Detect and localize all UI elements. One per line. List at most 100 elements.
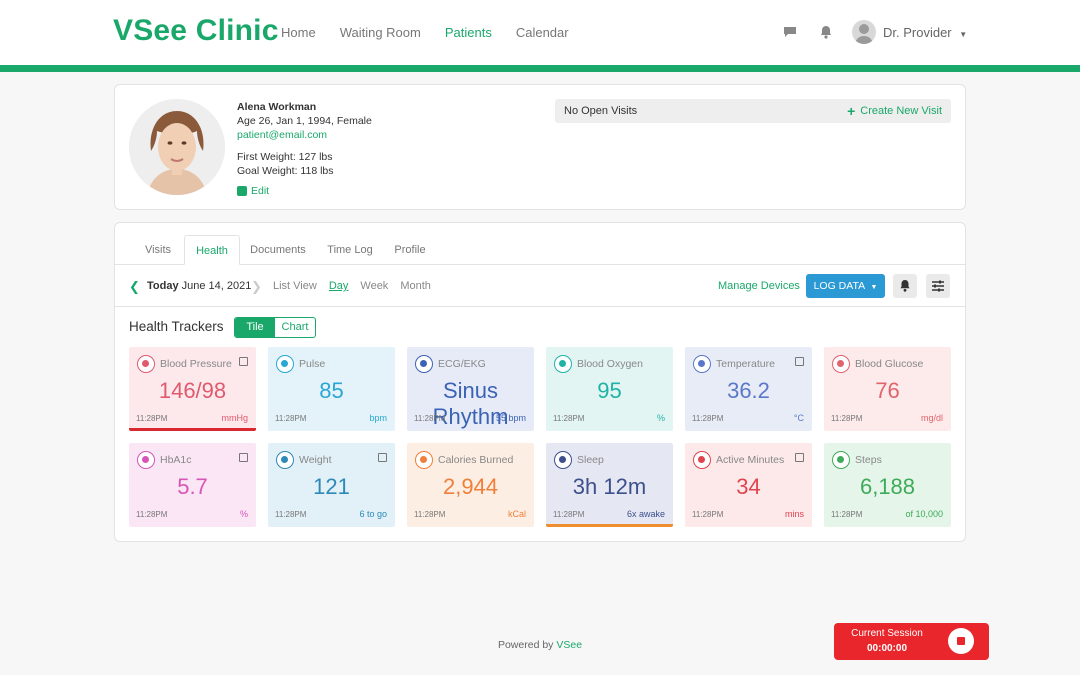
manage-devices-link[interactable]: Manage Devices — [718, 280, 800, 292]
health-panel: Visits Health Documents Time Log Profile… — [114, 222, 966, 542]
tile-unit: mg/dl — [920, 413, 943, 423]
toggle-chart[interactable]: Chart — [281, 321, 309, 333]
stop-icon[interactable] — [948, 628, 974, 654]
tracker-tile-steps[interactable]: Steps 6,188 11:28PM of 10,000 — [824, 443, 951, 527]
nav-home[interactable]: Home — [281, 25, 316, 40]
tracker-tile-temperature[interactable]: Temperature 36.2 11:28PM °C — [685, 347, 812, 431]
current-session-widget[interactable]: Current Session 00:00:00 — [834, 623, 989, 660]
tile-value: 95 — [597, 378, 622, 403]
sliders-icon — [932, 280, 944, 292]
bell-icon[interactable] — [820, 25, 832, 39]
patient-info: Alena Workman Age 26, Jan 1, 1994, Femal… — [237, 100, 372, 198]
caret-down-icon: ▼ — [959, 30, 968, 39]
view-list[interactable]: List View — [273, 280, 317, 292]
tile-label: Blood Glucose — [855, 358, 924, 370]
date-value: June 14, 2021 — [181, 280, 252, 292]
tile-unit: % — [656, 413, 665, 423]
tile-label: Calories Burned — [438, 454, 514, 466]
nav-patients[interactable]: Patients — [444, 25, 492, 40]
health-toolbar: ❮ Today June 14, 2021 ❯ List View Day We… — [115, 265, 965, 307]
tracker-tile-active-minutes[interactable]: Active Minutes 34 11:28PM mins — [685, 443, 812, 527]
tab-profile[interactable]: Profile — [394, 244, 426, 256]
edit-icon[interactable] — [239, 357, 248, 366]
tracker-tile-sleep[interactable]: Sleep 3h 12m 11:28PM 6x awake — [546, 443, 673, 527]
tile-time: 11:28PM — [414, 414, 446, 423]
oxygen-icon — [554, 355, 572, 373]
view-month[interactable]: Month — [400, 280, 431, 292]
plus-icon: + — [847, 102, 856, 119]
nav-calendar[interactable]: Calendar — [515, 25, 569, 40]
patient-tabs: Visits Health Documents Time Log Profile — [115, 223, 965, 265]
view-switcher: List View Day Week Month — [273, 280, 431, 292]
footer-brand-link[interactable]: VSee — [556, 639, 583, 651]
edit-icon — [237, 186, 247, 196]
tile-unit: 6 to go — [359, 509, 387, 519]
tile-time: 11:28PM — [553, 510, 585, 519]
health-trackers-title: Health Trackers — [129, 319, 224, 334]
view-day[interactable]: Day — [328, 280, 349, 292]
create-new-visit-button[interactable]: + Create New Visit — [847, 102, 942, 119]
moon-icon — [554, 451, 572, 469]
log-data-button[interactable]: LOG DATA ▼ — [806, 274, 885, 298]
edit-icon[interactable] — [239, 453, 248, 462]
tile-label: Weight — [299, 454, 332, 466]
glucose-icon — [832, 355, 850, 373]
activity-icon — [693, 451, 711, 469]
patient-name: Alena Workman — [237, 101, 317, 113]
tab-time-log[interactable]: Time Log — [327, 244, 373, 256]
tile-unit: of 10,000 — [905, 509, 943, 519]
tile-status-bar — [546, 524, 673, 527]
tile-label: Blood Oxygen — [577, 358, 643, 370]
tracker-tile-pulse[interactable]: Pulse 85 11:28PM bpm — [268, 347, 395, 431]
powered-by-label: Powered by — [497, 639, 554, 651]
tile-value: 5.7 — [177, 474, 208, 499]
tile-status-bar — [129, 428, 256, 431]
tracker-tile-blood-oxygen[interactable]: Blood Oxygen 95 11:28PM% — [546, 347, 673, 431]
chevron-right-icon[interactable]: ❯ — [251, 279, 262, 294]
patient-summary-card: Alena Workman Age 26, Jan 1, 1994, Femal… — [114, 84, 966, 210]
edit-icon[interactable] — [378, 453, 387, 462]
tile-time: 11:28PM — [831, 510, 863, 519]
flame-icon — [415, 451, 433, 469]
tile-label: Active Minutes — [716, 454, 785, 466]
tracker-tile-weight[interactable]: Weight 121 11:28PM 6 to go — [268, 443, 395, 527]
tile-value: 146/98 — [158, 378, 227, 403]
toggle-tile[interactable]: Tile — [235, 318, 275, 337]
edit-icon[interactable] — [795, 357, 804, 366]
tile-label: Blood Pressure — [160, 358, 232, 370]
brand-logo[interactable]: VSee Clinic — [113, 14, 279, 47]
filter-settings-button[interactable] — [926, 274, 950, 298]
tab-documents[interactable]: Documents — [250, 244, 306, 256]
chat-icon[interactable] — [783, 26, 797, 38]
chevron-left-icon[interactable]: ❮ — [129, 279, 140, 294]
tab-health[interactable]: Health — [184, 235, 240, 265]
alerts-button[interactable] — [893, 274, 917, 298]
tile-value: 85 — [319, 378, 344, 403]
tracker-tile-hba1c[interactable]: HbA1c 5.7 11:28PM% — [129, 443, 256, 527]
edit-icon[interactable] — [795, 453, 804, 462]
edit-patient-link[interactable]: Edit — [237, 184, 372, 198]
thermometer-icon — [693, 355, 711, 373]
tracker-tile-calories-burned[interactable]: Calories Burned 2,944 11:28PM kCal — [407, 443, 534, 527]
session-timer: 00:00:00 — [866, 643, 908, 654]
tracker-tile-blood-pressure[interactable]: Blood Pressure 146/98 11:28PM mmHg — [129, 347, 256, 431]
tile-value: 34 — [736, 474, 761, 499]
open-visits-status: No Open Visits — [564, 105, 638, 117]
view-week[interactable]: Week — [360, 280, 389, 292]
tab-visits[interactable]: Visits — [144, 244, 172, 256]
footer: Powered by VSee — [0, 639, 1080, 651]
user-avatar[interactable] — [852, 20, 876, 44]
tracker-tile-ecg-ekg[interactable]: ECG/EKG Sinus Rhythm 11:28PM 55 bpm — [407, 347, 534, 431]
tile-label: ECG/EKG — [438, 358, 486, 370]
patient-email[interactable]: patient@email.com — [237, 129, 328, 141]
nav-waiting-room[interactable]: Waiting Room — [339, 25, 421, 40]
main-nav: Home Waiting Room Patients Calendar — [281, 25, 569, 40]
pulse-icon — [276, 355, 294, 373]
tile-unit: mins — [784, 509, 804, 519]
current-date: Today June 14, 2021 — [147, 280, 251, 292]
edit-label: Edit — [251, 185, 270, 197]
user-menu[interactable]: Dr. Provider ▼ — [883, 25, 967, 40]
tracker-tile-blood-glucose[interactable]: Blood Glucose 76 11:28PM mg/dl — [824, 347, 951, 431]
today-label: Today — [147, 280, 179, 292]
tile-time: 11:28PM — [831, 414, 863, 423]
